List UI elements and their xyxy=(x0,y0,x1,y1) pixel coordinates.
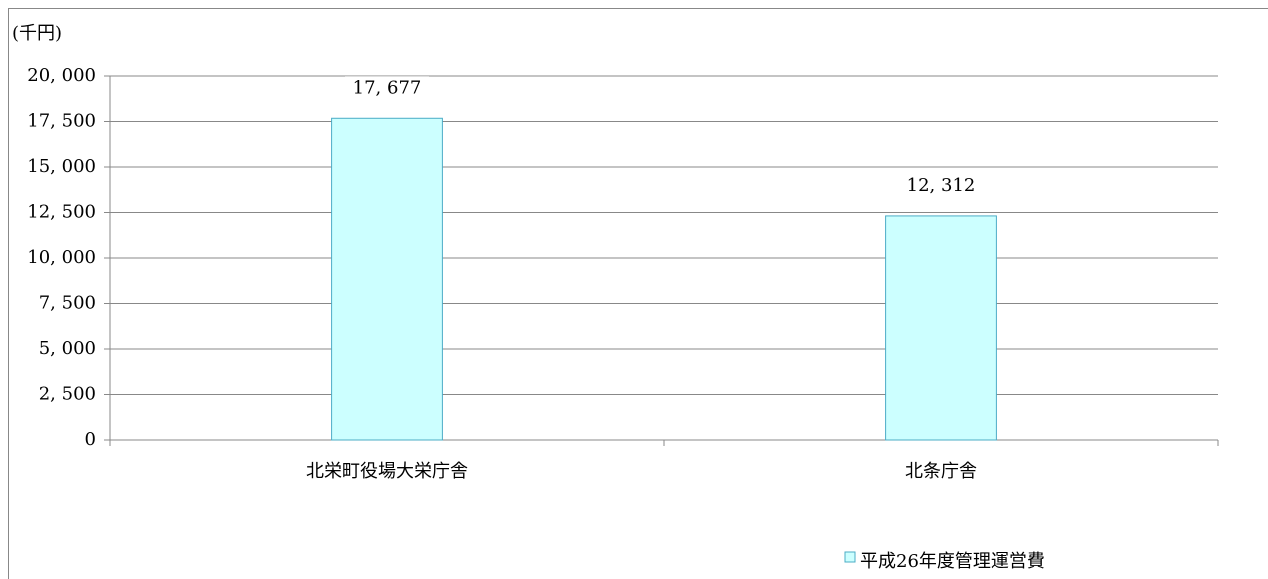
chart-frame xyxy=(8,8,1268,579)
y-tick-label: 15, 000 xyxy=(27,156,96,177)
x-tick-label: 北栄町役場大栄庁舎 xyxy=(306,461,468,482)
value-label: 12, 312 xyxy=(907,175,976,196)
legend-swatch xyxy=(844,551,856,563)
y-tick-label: 17, 500 xyxy=(27,111,96,132)
y-axis-label: (千円) xyxy=(12,23,62,44)
y-tick-label: 10, 000 xyxy=(27,247,96,268)
y-tick-label: 0 xyxy=(85,429,96,450)
y-tick-label: 12, 500 xyxy=(27,202,96,223)
x-tick-label: 北条庁舎 xyxy=(905,461,977,482)
y-tick-label: 5, 000 xyxy=(39,338,96,359)
y-tick-label: 7, 500 xyxy=(39,293,96,314)
bar xyxy=(331,117,443,441)
legend-label: 平成26年度管理運営費 xyxy=(860,551,1045,572)
y-tick-label: 20, 000 xyxy=(27,65,96,86)
value-label-bg xyxy=(899,173,983,198)
y-tick-label: 2, 500 xyxy=(39,384,96,405)
bar xyxy=(885,215,997,441)
value-label: 17, 677 xyxy=(353,77,422,98)
value-label-bg xyxy=(345,76,429,101)
